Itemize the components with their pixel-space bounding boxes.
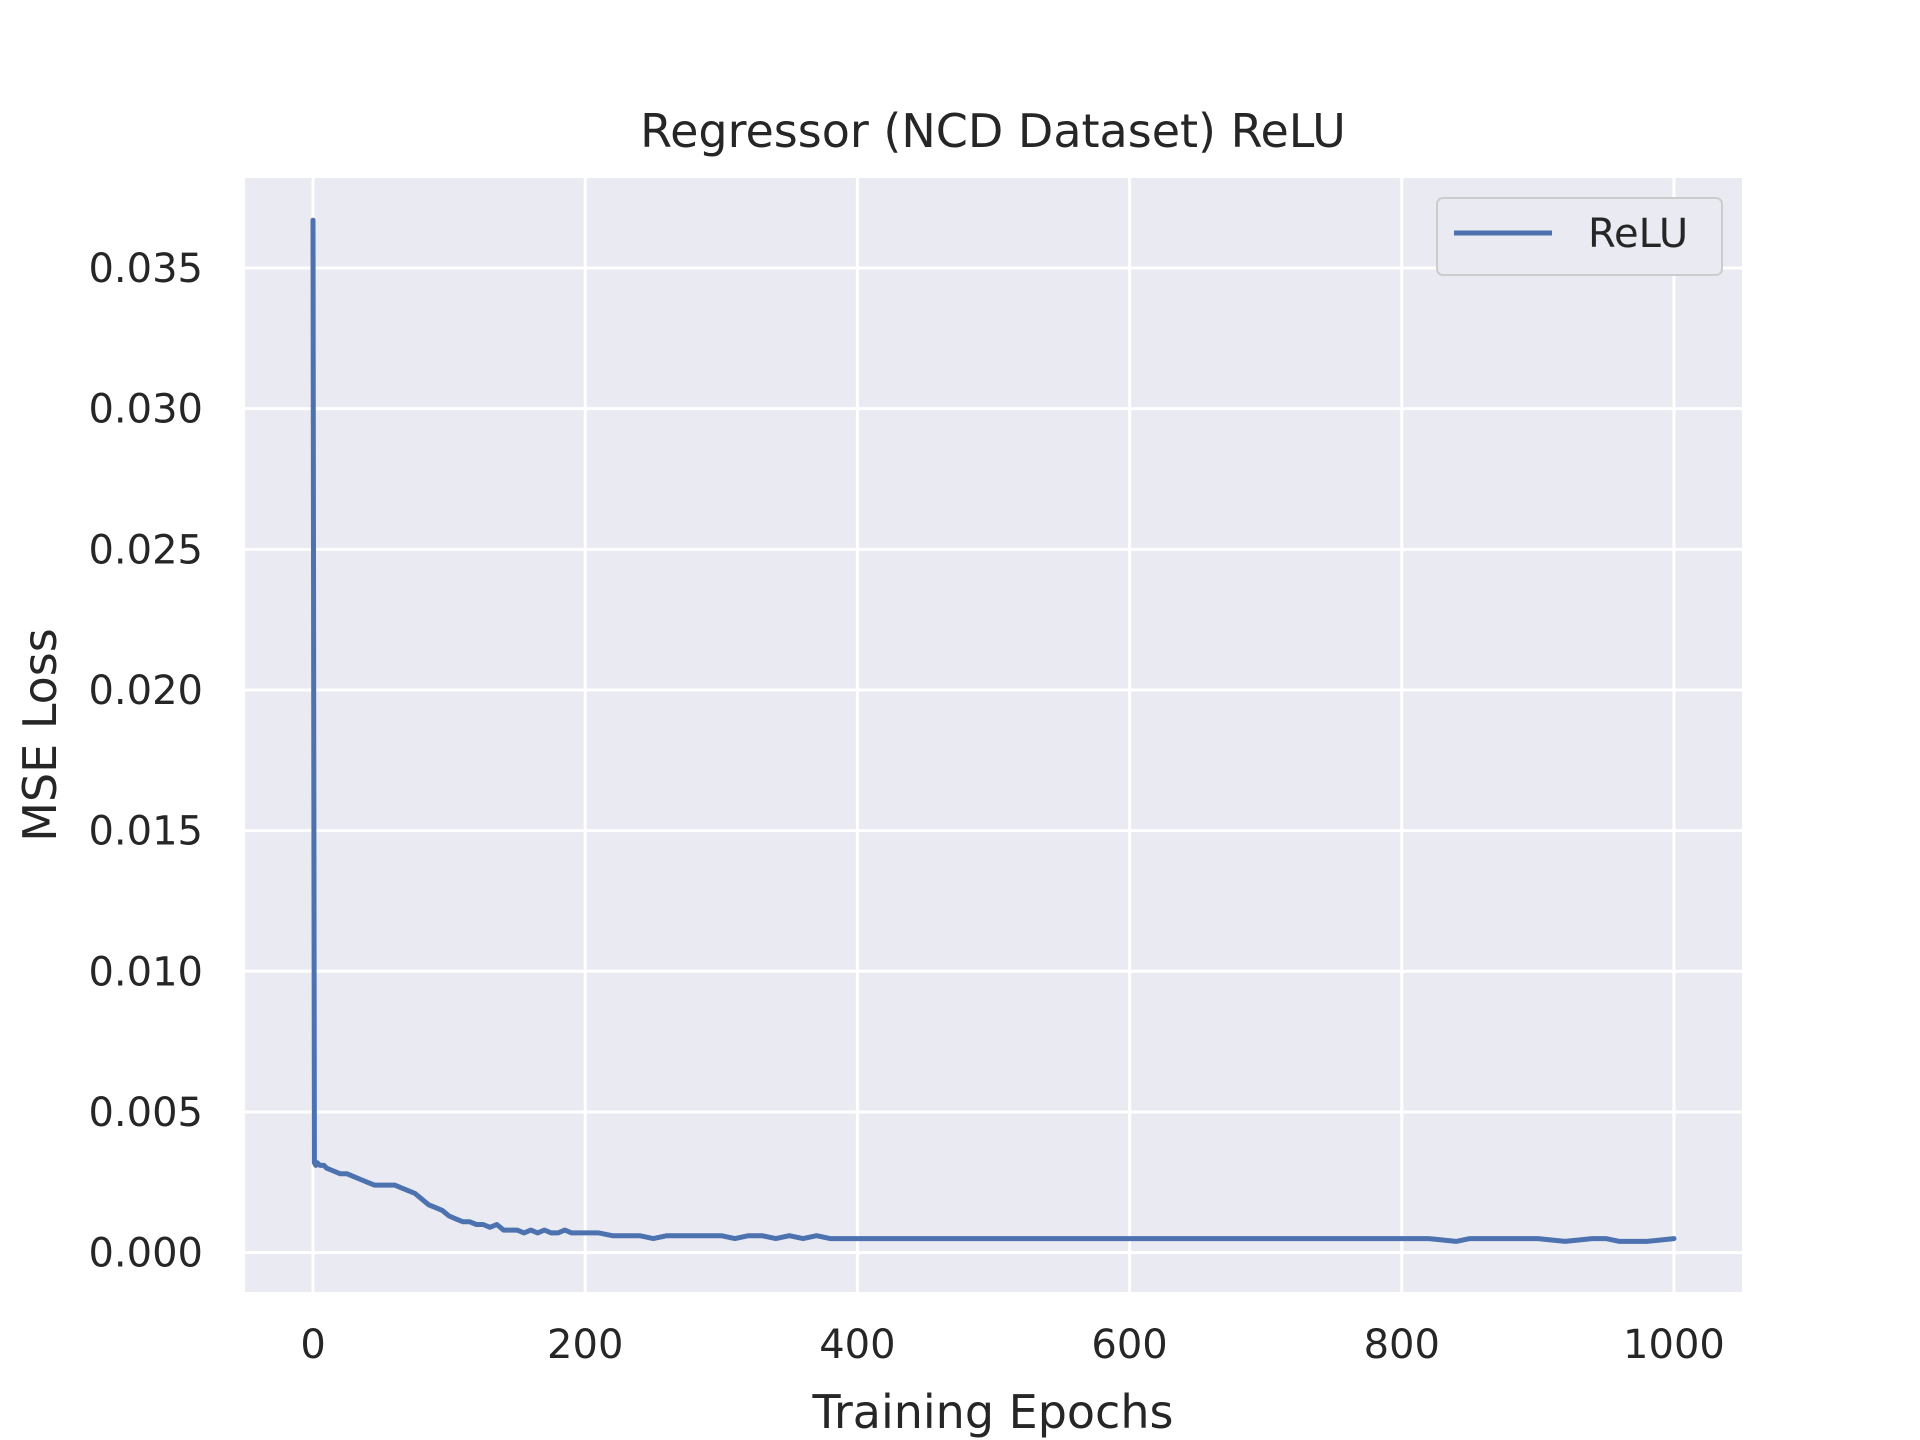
x-tick-label: 800: [1364, 1322, 1440, 1368]
y-tick-label: 0.015: [88, 809, 203, 855]
chart-title: Regressor (NCD Dataset) ReLU: [640, 104, 1346, 158]
plot-area: [245, 178, 1742, 1292]
x-axis-label: Training Epochs: [812, 1385, 1174, 1439]
y-tick-label: 0.020: [88, 668, 203, 714]
x-tick-label: 1000: [1623, 1322, 1725, 1368]
legend: ReLU: [1436, 197, 1723, 276]
tick-labels: 0 200 400 600 800 1000 0.000 0.005 0.010 0.015 0.0…: [88, 246, 1724, 1368]
series-layer: [310, 217, 1677, 1244]
y-tick-label: 0.035: [88, 246, 203, 292]
legend-box: [1436, 197, 1723, 276]
series-line-relu: [310, 217, 1677, 1244]
y-tick-label: 0.000: [88, 1231, 203, 1277]
x-tick-label: 600: [1091, 1322, 1167, 1368]
legend-label-relu: ReLU: [1588, 211, 1688, 257]
x-tick-label: 0: [300, 1322, 325, 1368]
grid: [245, 178, 1742, 1292]
y-tick-label: 0.010: [88, 949, 203, 995]
x-tick-label: 200: [547, 1322, 623, 1368]
y-tick-label: 0.025: [88, 527, 203, 573]
y-axis-label: MSE Loss: [13, 628, 67, 841]
y-tick-label: 0.030: [88, 387, 203, 433]
x-tick-label: 400: [819, 1322, 895, 1368]
y-tick-label: 0.005: [88, 1090, 203, 1136]
